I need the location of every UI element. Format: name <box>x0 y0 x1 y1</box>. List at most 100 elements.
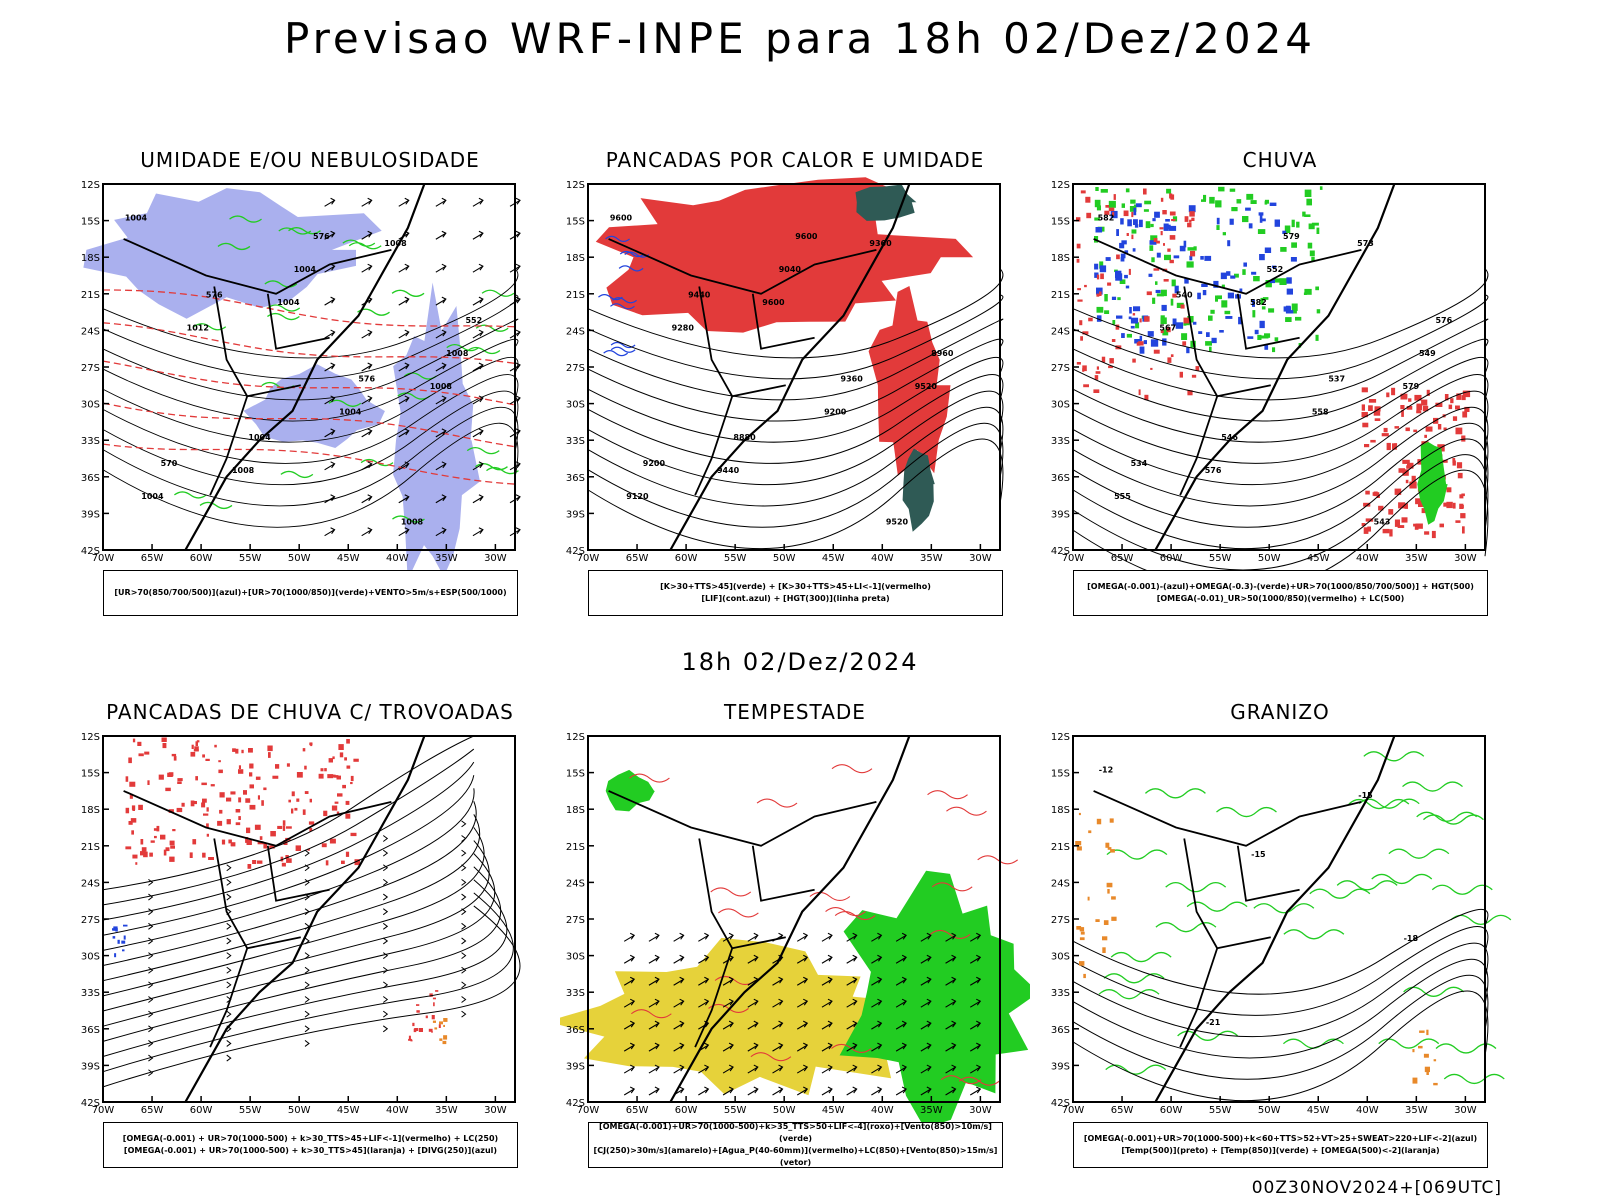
legend-line: [Temp(500)](preto) + [Temp(850)](verde) … <box>1121 1146 1440 1155</box>
contour-label: 579 <box>1283 232 1300 241</box>
precip-speck <box>1096 315 1102 322</box>
wind-vector <box>796 932 809 942</box>
lat-tick-label: 30S <box>81 400 100 411</box>
precip-speck <box>345 851 350 857</box>
precip-speck <box>1457 472 1463 479</box>
wind-vector <box>895 954 907 964</box>
precip-speck <box>219 809 223 814</box>
precip-speck <box>1216 217 1220 225</box>
contour-label: 540 <box>1176 290 1193 299</box>
lon-tick-label: 70W <box>577 553 600 564</box>
lon-tick-label: 55W <box>239 1105 262 1116</box>
lon-tick-label: 50W <box>288 553 311 564</box>
legend-line: [OMEGA(-0.01)_UR>50(1000/850)(vermelho) … <box>1156 594 1405 603</box>
wind-vector <box>747 998 759 1008</box>
temp850-contour <box>1106 849 1168 860</box>
thickness-line <box>102 443 516 485</box>
precip-speck <box>228 839 232 844</box>
precip-speck <box>1128 316 1132 320</box>
precip-speck <box>1253 276 1260 282</box>
lat-tick-label: 36S <box>566 1025 585 1036</box>
humidity-contour <box>481 289 515 297</box>
precip-speck <box>1107 282 1112 286</box>
contour-label: 1008 <box>384 239 407 248</box>
precip-speck <box>206 823 209 829</box>
precip-speck <box>1265 280 1272 288</box>
precip-speck <box>1133 219 1138 225</box>
temp850-contour <box>1371 873 1433 885</box>
wind-vector <box>871 1020 883 1030</box>
precip-speck <box>1172 216 1178 222</box>
contour-label: 9040 <box>779 265 802 274</box>
temp850-contour <box>1110 951 1172 963</box>
precip-speck <box>130 818 137 823</box>
precip-speck <box>1245 207 1251 211</box>
precip-speck <box>1201 199 1206 202</box>
precip-speck <box>249 772 253 777</box>
contour-label: 9520 <box>886 517 909 526</box>
wind-vector <box>623 998 636 1008</box>
contour-label: 552 <box>1267 265 1284 274</box>
precip-speck <box>1129 307 1132 314</box>
precip-speck <box>1161 304 1167 311</box>
thickness-line <box>102 322 516 365</box>
map-frame <box>102 735 516 1103</box>
wind-vector <box>722 1042 734 1052</box>
precip-speck <box>1121 240 1127 245</box>
wind-vector <box>435 428 447 438</box>
precip-speck <box>113 926 118 931</box>
streamline <box>102 905 521 1088</box>
precip-speck <box>1121 203 1125 208</box>
flow-arrow <box>148 1025 154 1033</box>
lat-tick-label: 33S <box>1051 436 1070 447</box>
precip-speck <box>318 773 324 779</box>
precip-speck <box>1303 292 1307 295</box>
precip-speck <box>1367 526 1371 532</box>
precip-speck <box>291 791 295 797</box>
precip-speck <box>1414 394 1422 401</box>
contour-label: 1008 <box>430 382 453 391</box>
precip-speck <box>1204 255 1212 261</box>
wind-vector <box>945 932 957 942</box>
precip-speck <box>1076 846 1082 851</box>
precip-speck <box>1400 393 1408 400</box>
precip-speck <box>1424 434 1427 438</box>
border-line <box>123 238 392 295</box>
lon-tick-label: 50W <box>773 1105 796 1116</box>
wind-vector <box>398 296 410 306</box>
precip-speck <box>202 852 206 858</box>
streamline <box>102 814 481 982</box>
lc850-contour <box>630 1009 672 1019</box>
hgt-contour <box>587 422 1004 528</box>
lat-tick-label: 33S <box>1051 988 1070 999</box>
precip-speck <box>1184 216 1189 222</box>
precip-speck <box>1421 399 1428 406</box>
precip-speck <box>171 753 177 757</box>
precip-speck <box>1116 315 1123 319</box>
precip-speck <box>1209 196 1215 204</box>
wind-vector <box>747 1064 759 1074</box>
lon-tick-label: 65W <box>1111 553 1134 564</box>
precip-speck <box>1104 310 1110 314</box>
lon-tick-label: 55W <box>239 553 262 564</box>
lon-tick-label: 45W <box>337 553 360 564</box>
precip-speck <box>1401 410 1404 417</box>
precip-speck <box>1094 272 1099 278</box>
precip-speck <box>1195 366 1200 371</box>
precip-speck <box>1167 357 1172 363</box>
wind-vector <box>673 976 685 986</box>
flow-arrow <box>226 966 232 974</box>
flow-arrow <box>226 981 232 989</box>
wind-vector <box>945 1064 957 1074</box>
humidity-contour <box>199 501 233 510</box>
wind-vector <box>821 976 833 986</box>
precip-speck <box>1422 405 1429 412</box>
wind-vector <box>648 932 660 942</box>
lat-tick-label: 30S <box>566 952 585 963</box>
wind-vector <box>361 461 373 471</box>
precip-speck <box>1104 210 1110 215</box>
lon-tick-label: 35W <box>435 1105 458 1116</box>
precip-speck <box>1254 329 1259 335</box>
field-patch <box>243 364 385 448</box>
